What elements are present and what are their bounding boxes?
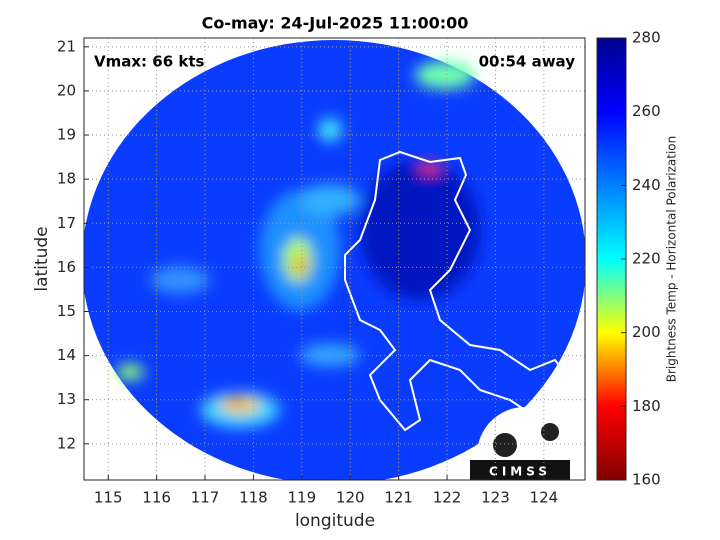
x-tick-label: 117 bbox=[191, 489, 220, 507]
colorbar-label: Brightness Temp - Horizontal Polarizatio… bbox=[665, 136, 679, 383]
colorbar-tick-label: 180 bbox=[632, 397, 661, 415]
satellite-image: CIMSS bbox=[84, 40, 585, 480]
colorbar-tick-label: 200 bbox=[632, 323, 661, 341]
y-tick-label: 19 bbox=[57, 126, 76, 144]
logo-text: CIMSS bbox=[489, 465, 551, 479]
y-tick-label: 13 bbox=[57, 390, 76, 408]
annotation: 00:54 away bbox=[479, 53, 576, 71]
annotation: Vmax: 66 kts bbox=[94, 53, 204, 71]
x-tick-label: 122 bbox=[433, 489, 462, 507]
x-tick-label: 120 bbox=[336, 489, 365, 507]
x-tick-label: 119 bbox=[288, 489, 317, 507]
y-axis-label: latitude bbox=[32, 226, 52, 291]
colorbar-tick-label: 220 bbox=[632, 250, 661, 268]
chart-title: Co-may: 24-Jul-2025 11:00:00 bbox=[202, 14, 469, 33]
colorbar-tick-label: 160 bbox=[632, 471, 661, 489]
y-tick-label: 14 bbox=[57, 346, 76, 364]
y-tick-label: 16 bbox=[57, 258, 76, 276]
x-tick-label: 116 bbox=[142, 489, 171, 507]
x-tick-label: 123 bbox=[481, 489, 510, 507]
colorbar-tick-label: 240 bbox=[632, 176, 661, 194]
y-tick-label: 21 bbox=[57, 37, 76, 55]
y-tick-label: 18 bbox=[57, 170, 76, 188]
x-tick-label: 124 bbox=[530, 489, 559, 507]
x-axis-label: longitude bbox=[295, 511, 375, 531]
colorbar-tick-label: 280 bbox=[632, 29, 661, 47]
colorbar-tick-label: 260 bbox=[632, 102, 661, 120]
y-tick-label: 15 bbox=[57, 302, 76, 320]
x-tick-label: 115 bbox=[94, 489, 123, 507]
y-tick-label: 20 bbox=[57, 81, 76, 99]
x-tick-label: 118 bbox=[239, 489, 268, 507]
x-tick-label: 121 bbox=[384, 489, 413, 507]
y-tick-label: 12 bbox=[57, 434, 76, 452]
plot-frame bbox=[83, 37, 586, 481]
y-tick-label: 17 bbox=[57, 214, 76, 232]
